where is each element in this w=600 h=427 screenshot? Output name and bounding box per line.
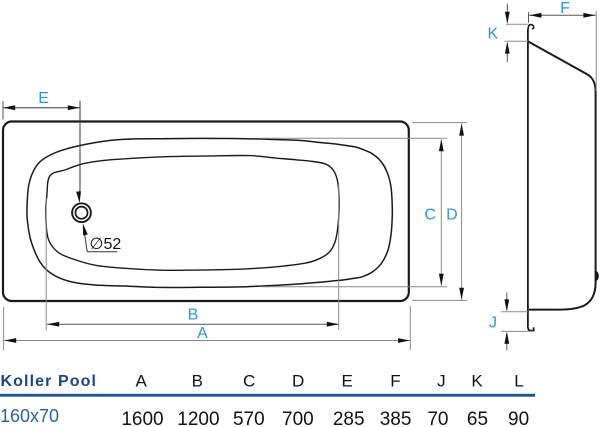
svg-text:J: J — [489, 315, 497, 332]
svg-text:A: A — [136, 372, 148, 391]
svg-text:570: 570 — [233, 409, 265, 427]
svg-text:1200: 1200 — [177, 409, 219, 427]
svg-text:70: 70 — [427, 409, 448, 427]
svg-text:285: 285 — [333, 409, 365, 427]
svg-text:160x70: 160x70 — [0, 406, 59, 426]
svg-text:K: K — [487, 26, 498, 43]
svg-text:90: 90 — [508, 409, 529, 427]
svg-text:C: C — [424, 206, 436, 223]
svg-text:E: E — [342, 372, 353, 391]
svg-text:1600: 1600 — [121, 409, 163, 427]
svg-text:J: J — [437, 372, 446, 391]
svg-text:∅52: ∅52 — [90, 236, 122, 253]
svg-text:385: 385 — [380, 409, 412, 427]
svg-text:F: F — [560, 0, 570, 17]
svg-text:B: B — [192, 372, 203, 391]
svg-text:B: B — [188, 307, 199, 324]
svg-text:Koller Pool: Koller Pool — [1, 373, 98, 390]
svg-text:K: K — [471, 372, 483, 391]
svg-text:700: 700 — [282, 409, 314, 427]
svg-text:A: A — [197, 325, 208, 342]
svg-text:C: C — [243, 372, 255, 391]
svg-text:L: L — [514, 372, 523, 391]
svg-text:D: D — [292, 372, 304, 391]
svg-text:E: E — [38, 90, 49, 107]
svg-text:F: F — [390, 372, 400, 391]
svg-text:D: D — [446, 206, 458, 223]
svg-text:65: 65 — [467, 409, 488, 427]
